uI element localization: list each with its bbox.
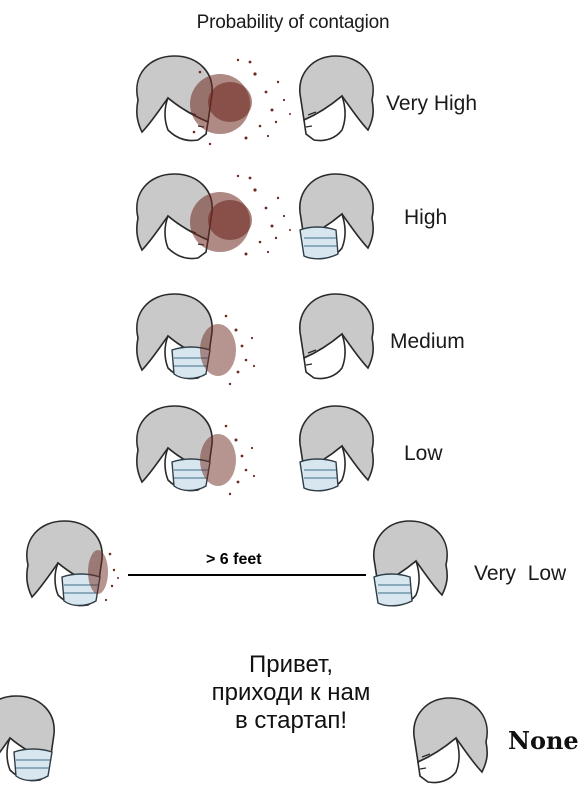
isolated-person-head <box>413 697 488 784</box>
receiver-head-row3 <box>299 293 374 380</box>
risk-level-none: None <box>508 726 579 755</box>
face-mask-icon <box>13 748 53 782</box>
distance-label: > 6 feet <box>206 551 262 568</box>
risk-level-high: High <box>404 206 448 229</box>
spreader-head-masked-row5 <box>26 520 103 607</box>
spreader-head-masked-row4 <box>136 405 213 492</box>
face-mask-icon <box>373 573 413 607</box>
spray-cloud-row4 <box>200 424 256 496</box>
message-line-3: в стартап! <box>234 707 348 734</box>
startup-invite-message: Привет, приходи к нам в стартап! <box>176 651 406 735</box>
face-mask-icon <box>171 458 211 492</box>
startup-person-masked <box>0 695 55 782</box>
message-line-2: приходи к нам <box>211 679 371 706</box>
risk-level-low: Low <box>404 442 443 465</box>
face-mask-icon <box>299 458 339 492</box>
spray-cloud-row1 <box>190 58 291 146</box>
risk-level-very-low: Very Low <box>474 562 567 585</box>
receiver-head-row1 <box>299 55 374 142</box>
receiver-head-masked-row5 <box>373 520 448 607</box>
spray-cloud-row2 <box>190 174 291 256</box>
message-line-1: Привет, <box>248 651 334 678</box>
distance-line <box>128 574 366 576</box>
receiver-head-masked-row2 <box>299 173 374 260</box>
risk-level-medium: Medium <box>390 330 465 353</box>
diagram-title: Probability of contagion <box>196 12 390 33</box>
face-mask-icon <box>299 226 339 260</box>
receiver-head-masked-row4 <box>299 405 374 492</box>
spray-cloud-row5 <box>88 550 119 602</box>
spray-cloud-row3 <box>200 314 256 386</box>
risk-level-very-high: Very High <box>386 92 478 115</box>
